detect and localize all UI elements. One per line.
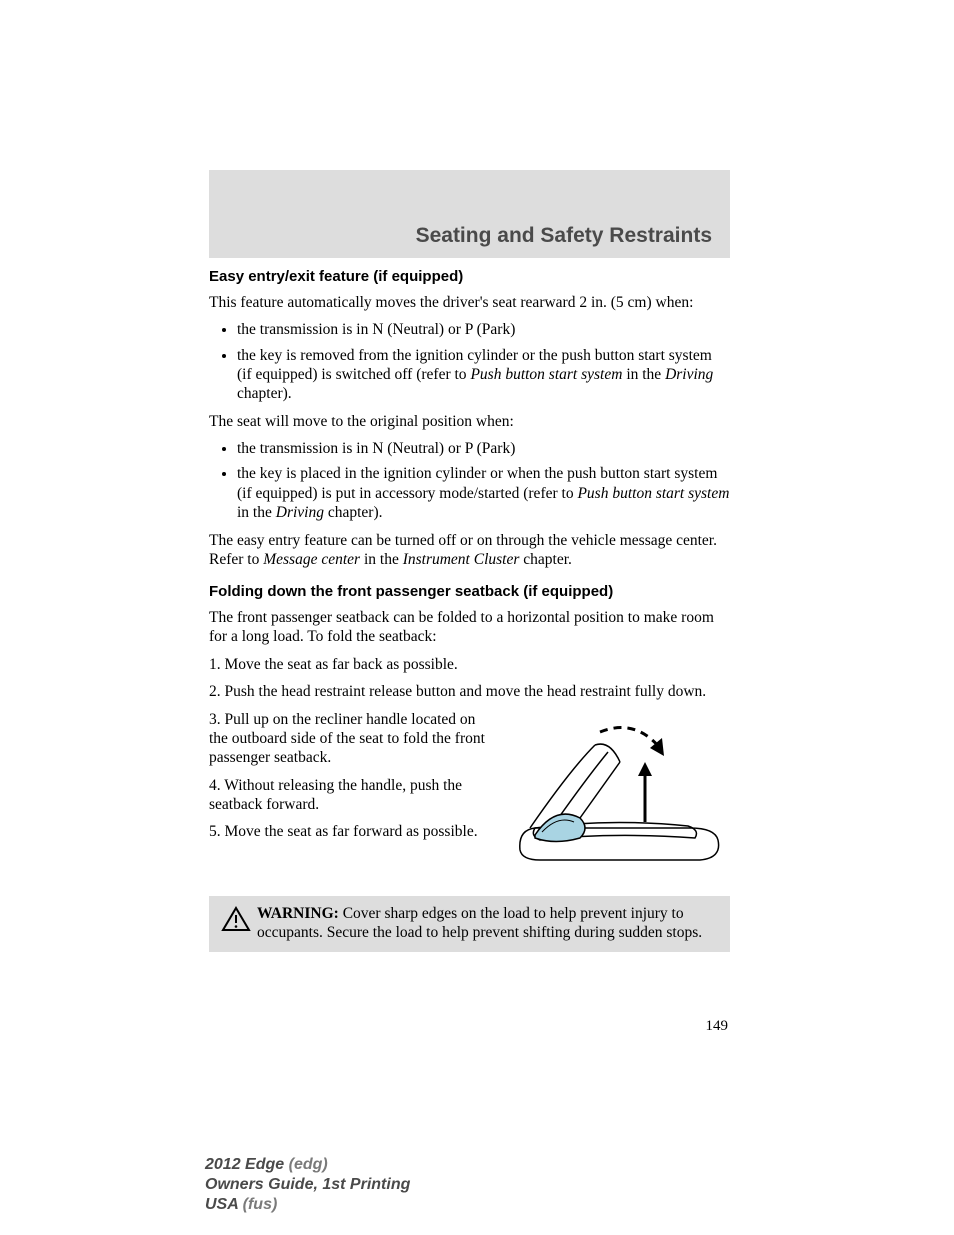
- italic-ref: Instrument Cluster: [403, 551, 520, 568]
- page: Seating and Safety Restraints Easy entry…: [0, 0, 954, 1235]
- page-number: 149: [706, 1018, 729, 1035]
- seat-diagram: [500, 710, 730, 880]
- italic-ref: Push button start system: [470, 366, 622, 383]
- bullet-text: in the: [237, 504, 276, 521]
- warning-label: WARNING:: [257, 905, 339, 922]
- footer-line-1: 2012 Edge (edg): [205, 1155, 410, 1175]
- easy-entry-intro: This feature automatically moves the dri…: [209, 293, 730, 312]
- folding-heading: Folding down the front passenger seatbac…: [209, 583, 730, 602]
- list-item: the transmission is in N (Neutral) or P …: [237, 320, 730, 339]
- footer-line-3: USA (fus): [205, 1195, 410, 1215]
- footer: 2012 Edge (edg) Owners Guide, 1st Printi…: [205, 1155, 410, 1215]
- header-bar: Seating and Safety Restraints: [209, 170, 730, 258]
- bullet-text: the transmission is in N (Neutral) or P …: [237, 321, 515, 338]
- warning-icon: [221, 906, 251, 932]
- footer-code: (edg): [289, 1156, 328, 1173]
- folding-wrap-section: 3. Pull up on the recliner handle locate…: [209, 710, 730, 880]
- bullet-text: the transmission is in N (Neutral) or P …: [237, 440, 515, 457]
- folding-p1: The front passenger seatback can be fold…: [209, 608, 730, 647]
- easy-entry-outro: The easy entry feature can be turned off…: [209, 531, 730, 570]
- easy-entry-mid: The seat will move to the original posit…: [209, 412, 730, 431]
- folding-p3: 2. Push the head restraint release butto…: [209, 682, 730, 701]
- footer-code: (fus): [243, 1196, 278, 1213]
- bullet-text: in the: [622, 366, 665, 383]
- folding-p2: 1. Move the seat as far back as possible…: [209, 655, 730, 674]
- italic-ref: Driving: [665, 366, 713, 383]
- italic-ref: Push button start system: [577, 485, 729, 502]
- bullet-text: chapter).: [324, 504, 383, 521]
- footer-region: USA: [205, 1196, 243, 1213]
- body-text: chapter.: [519, 551, 572, 568]
- warning-box: WARNING: Cover sharp edges on the load t…: [209, 896, 730, 953]
- body-text: in the: [360, 551, 403, 568]
- easy-entry-bullets-1: the transmission is in N (Neutral) or P …: [209, 320, 730, 404]
- italic-ref: Driving: [276, 504, 324, 521]
- footer-model: 2012 Edge: [205, 1156, 289, 1173]
- list-item: the key is placed in the ignition cylind…: [237, 464, 730, 522]
- list-item: the key is removed from the ignition cyl…: [237, 346, 730, 404]
- bullet-text: chapter).: [237, 385, 292, 402]
- footer-line-2: Owners Guide, 1st Printing: [205, 1175, 410, 1195]
- easy-entry-heading: Easy entry/exit feature (if equipped): [209, 268, 730, 287]
- easy-entry-bullets-2: the transmission is in N (Neutral) or P …: [209, 439, 730, 523]
- chapter-title: Seating and Safety Restraints: [416, 224, 712, 248]
- content-area: Easy entry/exit feature (if equipped) Th…: [209, 268, 730, 952]
- italic-ref: Message center: [263, 551, 360, 568]
- list-item: the transmission is in N (Neutral) or P …: [237, 439, 730, 458]
